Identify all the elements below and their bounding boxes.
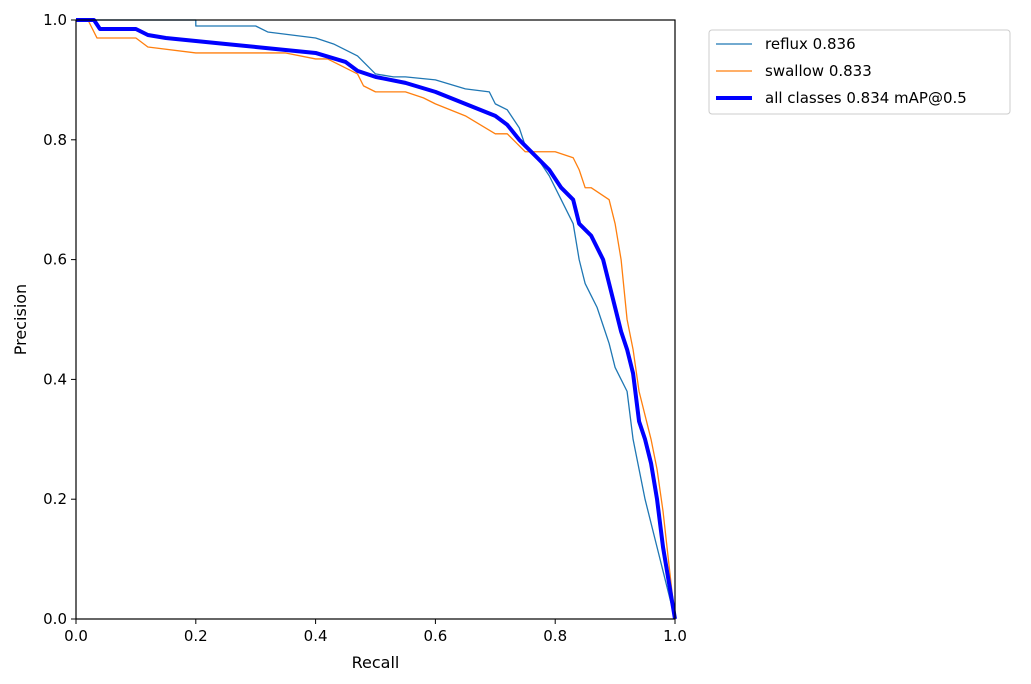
y-tick-label-1: 0.2 [43, 490, 67, 508]
axis-ticks-layer: 0.0 0.2 0.4 0.6 0.8 1.0 0.0 0.2 0.4 0.6 0.8 1.0 [43, 11, 687, 645]
legend-label-2: all classes 0.834 mAP@0.5 [765, 89, 967, 107]
x-axis-label: Recall [352, 653, 400, 672]
x-tick-label-0: 0.0 [64, 627, 88, 645]
y-tick-label-0: 0.0 [43, 610, 67, 628]
x-tick-label-5: 1.0 [663, 627, 687, 645]
series-line-2 [76, 18, 677, 620]
legend-label-1: swallow 0.833 [765, 62, 872, 80]
x-tick-label-2: 0.4 [304, 627, 328, 645]
y-tick-label-3: 0.6 [43, 251, 67, 269]
x-tick-label-3: 0.6 [423, 627, 447, 645]
x-tick-label-1: 0.2 [184, 627, 208, 645]
y-tick-label-2: 0.4 [43, 370, 67, 388]
y-tick-label-4: 0.8 [43, 131, 67, 149]
y-axis-label: Precision [11, 284, 30, 355]
series-line-1 [76, 19, 676, 620]
x-tick-label-4: 0.8 [543, 627, 567, 645]
legend-frame [708, 29, 1011, 115]
series-lines-layer [76, 18, 677, 620]
plot-area-frame [75, 19, 676, 620]
y-tick-label-5: 1.0 [43, 11, 67, 29]
series-line-0 [76, 19, 676, 620]
legend: reflux 0.836 swallow 0.833 all classes 0.8… [708, 29, 1011, 115]
legend-label-0: reflux 0.836 [765, 35, 856, 53]
